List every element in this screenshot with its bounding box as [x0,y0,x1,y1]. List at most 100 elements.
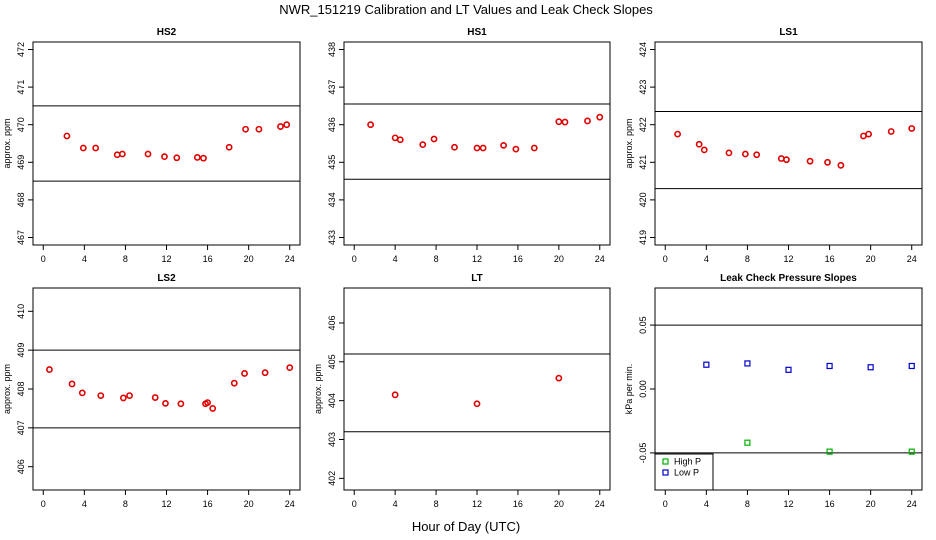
legend-label: Low P [674,468,699,478]
y-tick-label: 436 [327,117,337,132]
data-point [430,135,438,143]
x-tick-label: 12 [783,254,793,264]
data-point [204,399,211,406]
data-point [396,136,404,144]
x-tick-label: 8 [123,254,128,264]
x-tick-label: 12 [783,499,793,509]
y-tick-label: 403 [327,432,337,447]
y-tick-label: 408 [16,381,26,396]
y-tick-label: 472 [16,42,26,57]
y-tick-label: 406 [16,459,26,474]
data-point [193,154,201,161]
data-point [908,448,915,455]
data-point [92,144,100,152]
panel-leak-check-pressure-slopes: Leak Check Pressure Slopes 0 4 8 12 16 20 24 -0.… [624,273,923,509]
data-point [277,123,284,130]
plot-frame [343,41,611,246]
legend-swatch [662,458,669,465]
y-axis-label: approx. ppm [313,364,323,414]
y-tick-label: 404 [327,393,337,408]
x-tick-label: 20 [866,254,876,264]
x-tick-label: 4 [393,499,398,509]
x-tick-label: 4 [393,254,398,264]
y-tick-label: 437 [327,80,337,95]
data-point [561,118,569,126]
plot-frame [32,41,301,246]
y-tick-label: 423 [638,80,648,95]
data-point [241,370,248,377]
data-point [479,144,487,152]
y-tick-label: 0.00 [638,380,648,398]
y-axis-label: approx. ppm [624,118,634,168]
x-tick-label: 12 [472,499,482,509]
y-tick-label: 435 [327,155,337,170]
data-point [391,391,399,399]
data-point [785,366,792,373]
x-tick-label: 0 [41,499,46,509]
data-point [584,117,591,125]
panel-hs2: HS2 0 4 8 12 16 20 24 467 468 469 470 471 472 approx. … [2,27,301,264]
plot-frame [654,41,923,246]
y-tick-label: 467 [16,230,26,245]
data-point [744,360,751,367]
data-point [725,149,733,157]
data-point [200,154,207,162]
data-point [63,132,71,140]
x-tick-label: 4 [704,499,709,509]
data-point [78,389,86,397]
x-tick-label: 8 [123,499,128,509]
x-tick-label: 20 [244,499,254,509]
x-tick-label: 4 [82,254,87,264]
data-point [126,392,133,400]
data-point [119,394,127,402]
x-tick-label: 0 [352,254,357,264]
x-tick-label: 16 [825,254,835,264]
data-point [68,380,76,388]
x-tick-label: 24 [907,499,917,509]
data-point [826,362,833,370]
y-tick-label: -0.05 [638,443,648,464]
data-point [555,118,563,126]
panel-title: LS1 [779,27,798,38]
x-tick-label: 24 [907,254,917,264]
y-tick-label: 409 [16,343,26,358]
plot-frame [32,287,301,491]
x-tick-label: 20 [244,254,254,264]
plot-frame [343,287,611,491]
y-axis-label: kPa per min. [624,364,634,415]
data-point [753,151,761,159]
y-tick-label: 419 [638,230,648,245]
x-tick-label: 4 [82,499,87,509]
data-point [512,145,520,153]
x-tick-label: 12 [472,254,482,264]
data-point [209,405,217,412]
panel-title: HS1 [467,27,487,38]
data-point [151,394,159,401]
data-point [908,125,916,132]
x-tick-label: 12 [161,254,171,264]
data-point [230,379,238,387]
legend-label: High P [674,457,701,467]
y-tick-label: 469 [16,155,26,170]
x-tick-label: 24 [595,499,605,509]
data-point [530,144,538,152]
y-tick-label: 407 [16,420,26,435]
data-point [473,400,481,408]
data-point [261,369,269,377]
x-tick-label: 8 [745,254,750,264]
data-point [242,125,249,133]
data-point [46,366,53,373]
x-tick-label: 16 [825,499,835,509]
x-tick-label: 24 [285,254,295,264]
data-point [473,144,481,152]
data-point [837,161,845,169]
x-tick-label: 24 [595,254,605,264]
data-point [596,113,604,121]
panel-title: HS2 [157,27,177,38]
data-point [255,125,263,133]
figure-title: NWR_151219 Calibration and LT Values and… [279,2,653,17]
data-point [283,121,291,129]
x-tick-label: 12 [161,499,171,509]
